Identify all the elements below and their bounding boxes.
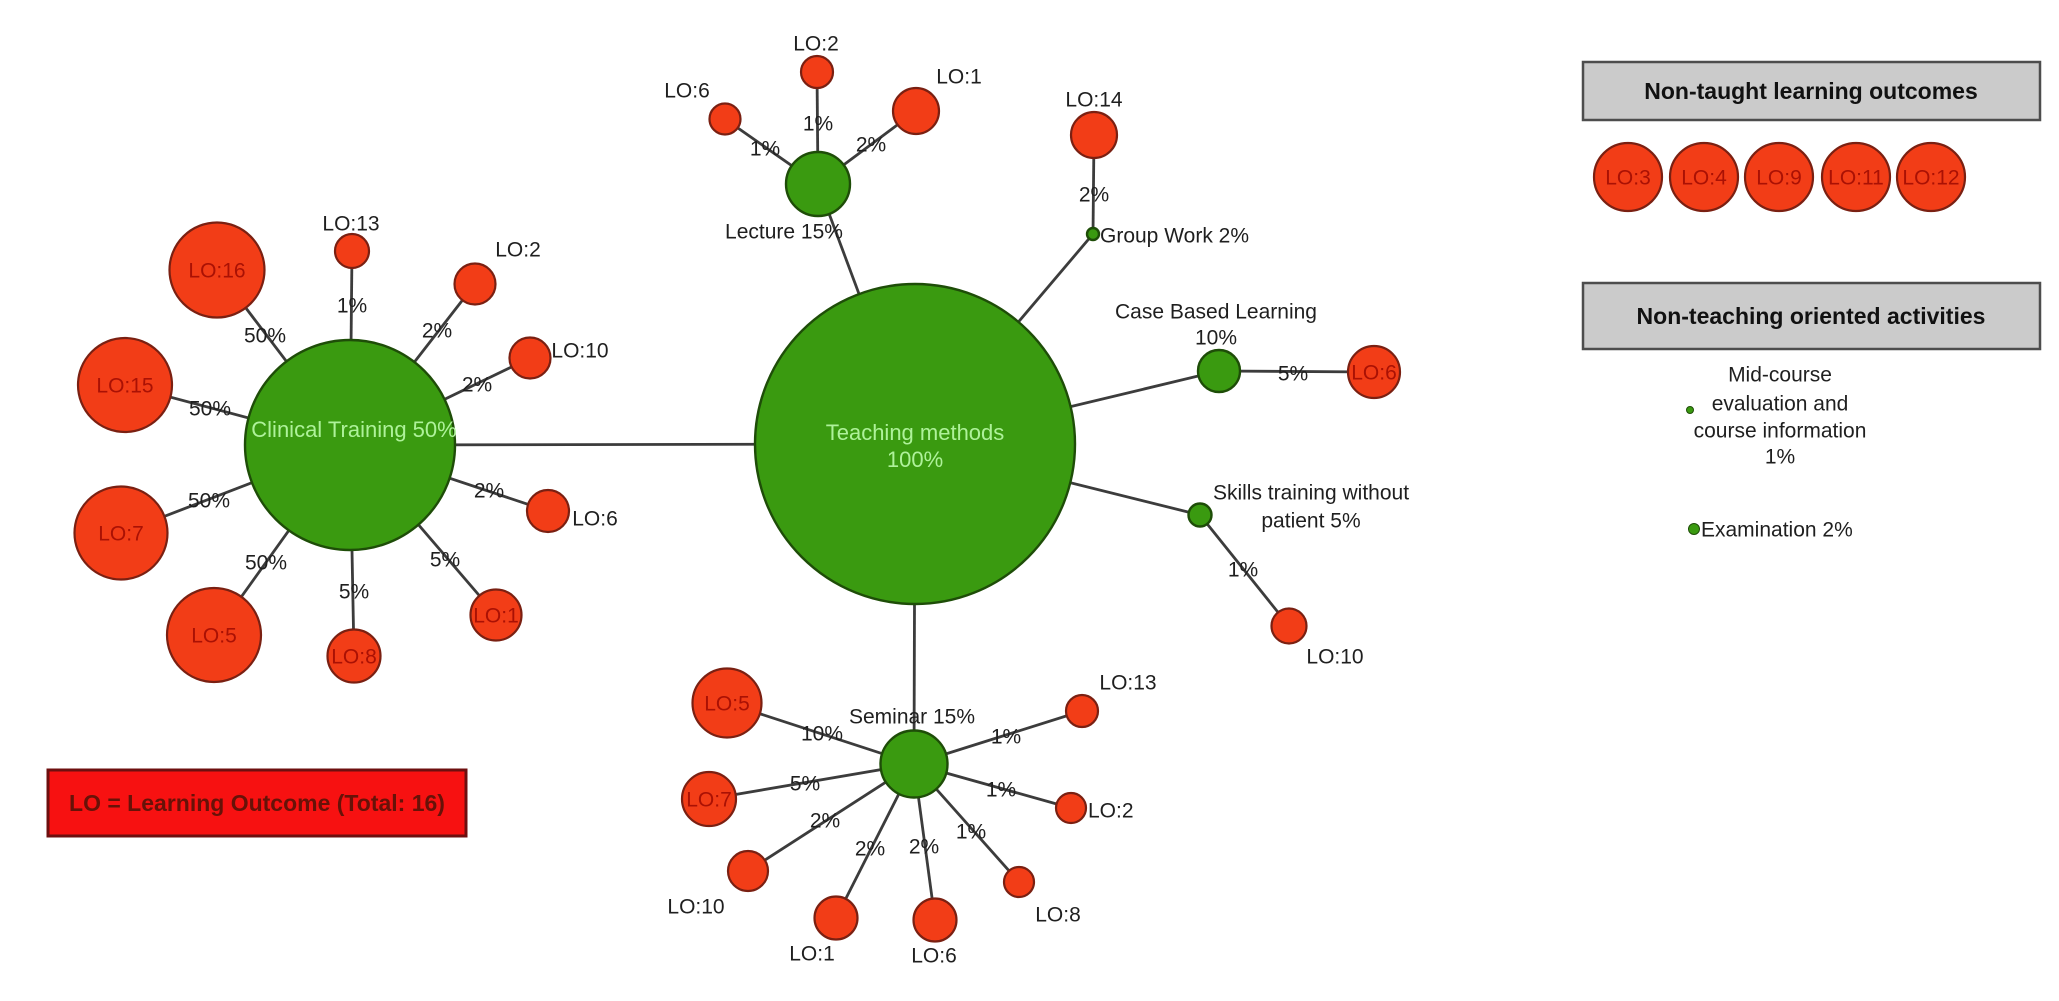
svg-text:Seminar 15%: Seminar 15%: [849, 706, 975, 729]
svg-text:10%: 10%: [1195, 327, 1237, 350]
svg-text:LO:13: LO:13: [322, 213, 379, 236]
svg-text:2%: 2%: [1079, 184, 1109, 207]
svg-text:2%: 2%: [856, 134, 886, 157]
svg-text:50%: 50%: [189, 398, 231, 421]
svg-text:LO:1: LO:1: [473, 605, 519, 628]
svg-text:50%: 50%: [188, 490, 230, 513]
svg-text:LO:6: LO:6: [572, 508, 618, 531]
svg-text:2%: 2%: [462, 374, 492, 397]
svg-text:LO:9: LO:9: [1756, 167, 1802, 190]
svg-text:LO:2: LO:2: [1088, 800, 1134, 823]
svg-text:1%: 1%: [337, 295, 367, 318]
svg-text:100%: 100%: [887, 447, 943, 472]
svg-text:LO:16: LO:16: [188, 260, 245, 283]
svg-text:5%: 5%: [1278, 363, 1308, 386]
svg-text:LO = Learning Outcome (Total:: LO = Learning Outcome (Total: 16): [69, 790, 445, 816]
svg-text:LO:1: LO:1: [936, 66, 982, 89]
svg-text:LO:7: LO:7: [98, 523, 144, 546]
svg-text:Non-teaching oriented activiti: Non-teaching oriented activities: [1637, 303, 1986, 329]
svg-text:LO:10: LO:10: [551, 340, 608, 363]
svg-text:evaluation and: evaluation and: [1712, 393, 1849, 416]
svg-text:LO:10: LO:10: [667, 896, 724, 919]
svg-text:Non-taught learning outcomes: Non-taught learning outcomes: [1644, 78, 1978, 104]
svg-text:patient 5%: patient 5%: [1261, 510, 1360, 533]
svg-text:5%: 5%: [430, 549, 460, 572]
svg-text:1%: 1%: [1765, 446, 1795, 469]
svg-text:1%: 1%: [986, 779, 1016, 802]
svg-text:LO:12: LO:12: [1902, 167, 1959, 190]
svg-text:2%: 2%: [909, 836, 939, 859]
svg-text:LO:6: LO:6: [1351, 362, 1397, 385]
svg-text:Lecture 15%: Lecture 15%: [725, 221, 843, 244]
svg-text:LO:2: LO:2: [793, 33, 839, 56]
svg-text:LO:6: LO:6: [911, 945, 957, 968]
svg-text:LO:13: LO:13: [1099, 672, 1156, 695]
svg-text:1%: 1%: [1228, 559, 1258, 582]
svg-text:2%: 2%: [855, 838, 885, 861]
svg-text:Group Work 2%: Group Work 2%: [1100, 225, 1249, 248]
svg-text:50%: 50%: [245, 552, 287, 575]
svg-text:LO:10: LO:10: [1306, 646, 1363, 669]
svg-text:10%: 10%: [801, 723, 843, 746]
svg-text:LO:6: LO:6: [664, 80, 710, 103]
svg-text:Clinical Training 50%: Clinical Training 50%: [251, 417, 456, 442]
svg-text:1%: 1%: [991, 726, 1021, 749]
svg-text:LO:4: LO:4: [1681, 167, 1727, 190]
svg-text:LO:1: LO:1: [789, 943, 835, 966]
svg-text:Skills training without: Skills training without: [1213, 482, 1409, 505]
svg-text:LO:7: LO:7: [686, 789, 732, 812]
svg-text:LO:14: LO:14: [1065, 89, 1123, 112]
svg-text:5%: 5%: [339, 581, 369, 604]
svg-text:Mid-course: Mid-course: [1728, 364, 1832, 387]
svg-text:1%: 1%: [803, 113, 833, 136]
svg-text:2%: 2%: [474, 480, 504, 503]
svg-text:Case Based Learning: Case Based Learning: [1115, 301, 1317, 324]
svg-text:Teaching methods: Teaching methods: [826, 420, 1005, 445]
svg-text:LO:8: LO:8: [1035, 904, 1081, 927]
svg-text:1%: 1%: [956, 821, 986, 844]
svg-text:LO:5: LO:5: [704, 693, 750, 716]
svg-text:50%: 50%: [244, 325, 286, 348]
svg-text:2%: 2%: [810, 810, 840, 833]
svg-text:course information: course information: [1694, 420, 1867, 443]
svg-text:LO:8: LO:8: [331, 646, 377, 669]
svg-text:1%: 1%: [750, 138, 780, 161]
svg-text:LO:5: LO:5: [191, 625, 237, 648]
svg-text:5%: 5%: [790, 773, 820, 796]
svg-text:LO:11: LO:11: [1828, 167, 1884, 190]
svg-text:2%: 2%: [422, 320, 452, 343]
svg-text:LO:2: LO:2: [495, 239, 541, 262]
svg-text:LO:15: LO:15: [96, 375, 153, 398]
svg-text:LO:3: LO:3: [1605, 167, 1651, 190]
svg-text:Examination 2%: Examination 2%: [1701, 519, 1853, 542]
